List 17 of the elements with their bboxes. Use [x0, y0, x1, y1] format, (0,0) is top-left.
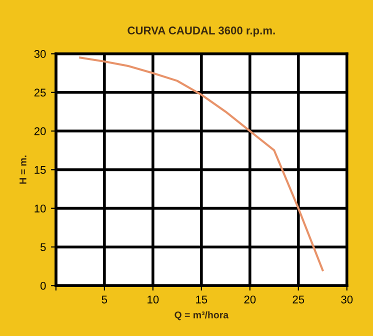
line-series	[79, 56, 324, 272]
y-tick-label: 25	[34, 88, 46, 97]
x-tick-label: 15	[196, 296, 208, 304]
y-tick-label: 15	[34, 166, 46, 174]
chart-title: CURVA CAUDAL 3600 r.p.m.	[128, 26, 275, 37]
x-tick-label: 20	[244, 296, 256, 304]
y-axis-title: H = m.	[20, 156, 26, 184]
y-tick-label: 10	[34, 204, 46, 212]
x-tick-label: 30	[341, 296, 353, 304]
x-axis-title: Q = m³/hora	[174, 311, 229, 320]
y-tick-label: 5	[40, 243, 46, 252]
y-tick-label: 20	[34, 127, 46, 136]
y-tick-label: 30	[34, 50, 46, 58]
x-tick-label: 25	[292, 296, 304, 304]
y-tick-label: 0	[40, 282, 46, 290]
x-tick-label: 5	[102, 296, 108, 304]
x-tick-label: 10	[148, 296, 159, 304]
